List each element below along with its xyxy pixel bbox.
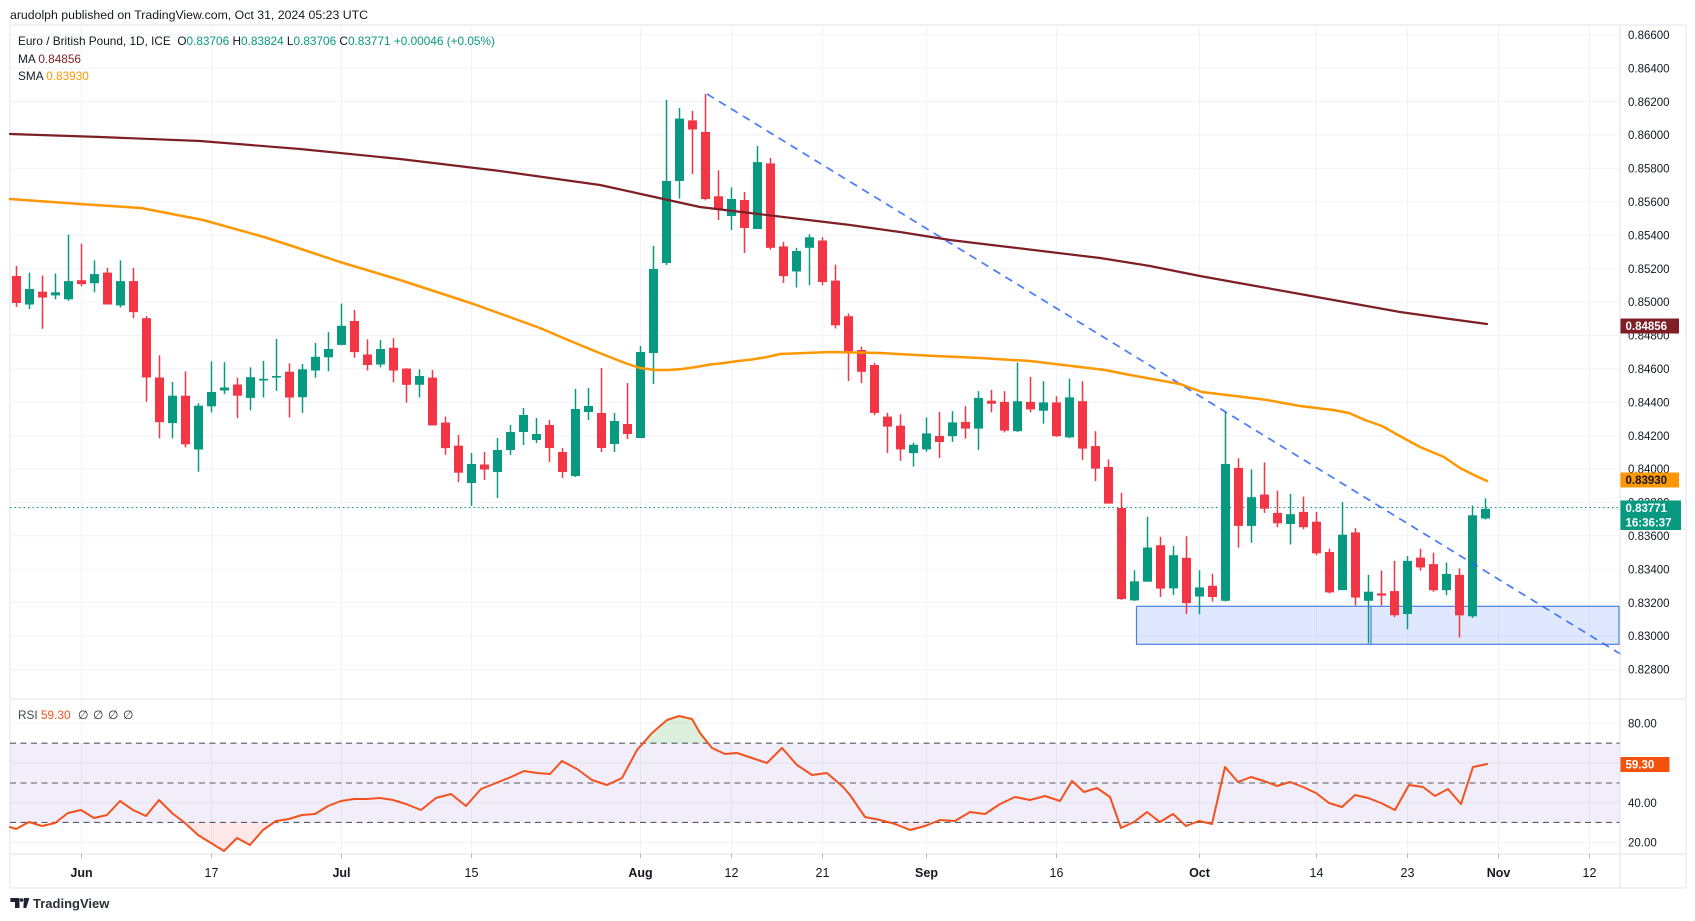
svg-text:Jun: Jun: [70, 866, 92, 880]
svg-text:0.82800: 0.82800: [1628, 665, 1670, 677]
svg-text:Euro / British Pound, 1D, ICE: Euro / British Pound, 1D, ICE O0.83706 H…: [18, 34, 495, 48]
svg-text:12: 12: [725, 866, 739, 880]
svg-text:23: 23: [1401, 866, 1415, 880]
svg-text:0.84400: 0.84400: [1628, 397, 1670, 409]
svg-text:17: 17: [205, 866, 219, 880]
svg-text:0.83771: 0.83771: [1626, 503, 1668, 515]
svg-text:0.83200: 0.83200: [1628, 598, 1670, 610]
svg-text:0.83600: 0.83600: [1628, 531, 1670, 543]
svg-text:40.00: 40.00: [1628, 798, 1657, 810]
svg-text:21: 21: [816, 866, 830, 880]
svg-text:Nov: Nov: [1487, 866, 1511, 880]
svg-text:0.85600: 0.85600: [1628, 197, 1670, 209]
svg-text:Sep: Sep: [915, 866, 938, 880]
svg-text:0.83400: 0.83400: [1628, 564, 1670, 576]
svg-text:0.86600: 0.86600: [1628, 30, 1670, 42]
svg-text:0.83930: 0.83930: [1626, 475, 1668, 487]
svg-text:0.84800: 0.84800: [1628, 331, 1670, 343]
svg-text:0.85800: 0.85800: [1628, 164, 1670, 176]
svg-text:Oct: Oct: [1189, 866, 1211, 880]
svg-text:MA 0.84856: MA 0.84856: [18, 52, 81, 66]
svg-text:0.83000: 0.83000: [1628, 631, 1670, 643]
svg-text:0.85200: 0.85200: [1628, 264, 1670, 276]
svg-text:16:36:37: 16:36:37: [1626, 518, 1672, 530]
svg-text:Aug: Aug: [628, 866, 652, 880]
svg-text:16: 16: [1050, 866, 1064, 880]
svg-text:0.84600: 0.84600: [1628, 364, 1670, 376]
svg-text:15: 15: [465, 866, 479, 880]
svg-text:0.85000: 0.85000: [1628, 297, 1670, 309]
svg-text:59.30: 59.30: [1626, 760, 1655, 772]
svg-text:14: 14: [1310, 866, 1324, 880]
svg-text:80.00: 80.00: [1628, 719, 1657, 731]
svg-text:0.86000: 0.86000: [1628, 130, 1670, 142]
svg-text:20.00: 20.00: [1628, 838, 1657, 850]
svg-text:0.86400: 0.86400: [1628, 63, 1670, 75]
svg-text:Jul: Jul: [332, 866, 350, 880]
svg-text:0.84856: 0.84856: [1626, 321, 1668, 333]
svg-text:0.85400: 0.85400: [1628, 230, 1670, 242]
svg-text:0.84200: 0.84200: [1628, 431, 1670, 443]
svg-text:TradingView: TradingView: [33, 896, 110, 911]
svg-text:0.86200: 0.86200: [1628, 97, 1670, 109]
svg-text:arudolph published on TradingV: arudolph published on TradingView.com, O…: [10, 8, 368, 22]
svg-text:SMA 0.83930: SMA 0.83930: [18, 69, 89, 83]
svg-text:12: 12: [1583, 866, 1597, 880]
